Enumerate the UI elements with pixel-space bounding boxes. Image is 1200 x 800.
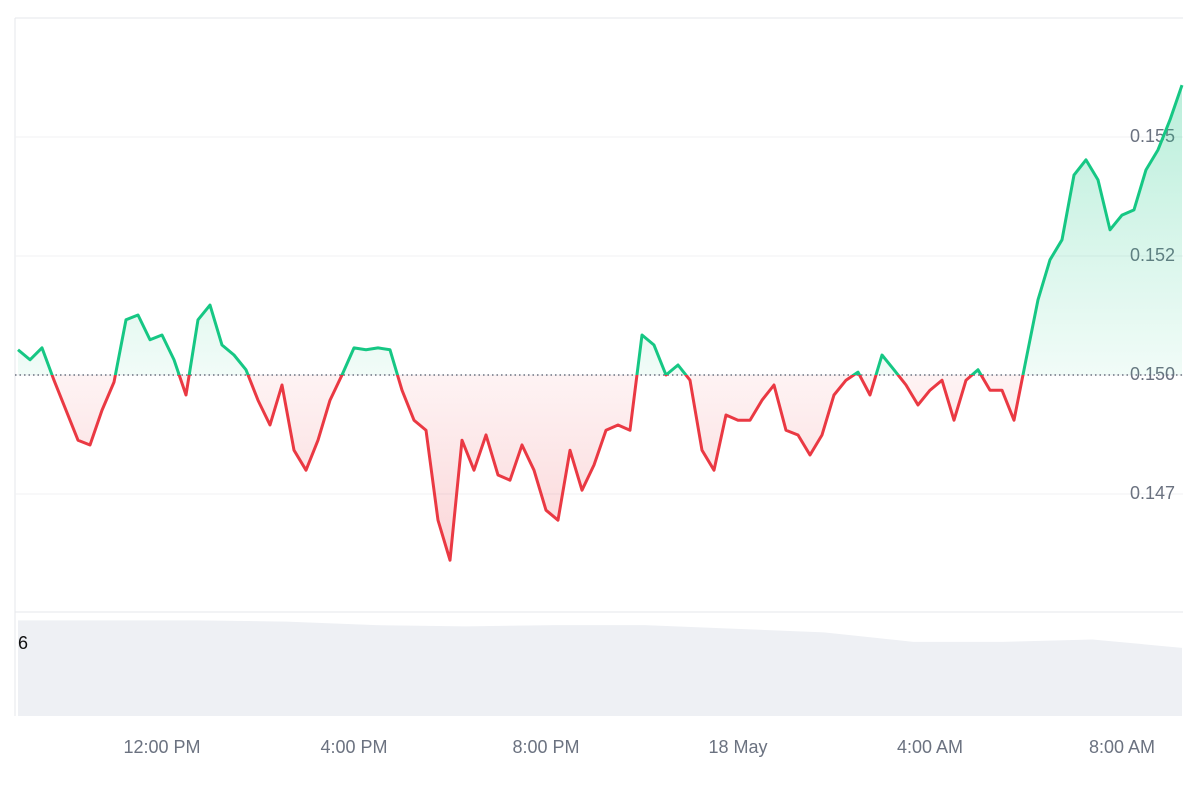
- x-tick-label: 18 May: [708, 737, 767, 757]
- x-tick-label: 4:00 AM: [897, 737, 963, 757]
- x-tick-label: 12:00 PM: [123, 737, 200, 757]
- area-fill: [18, 85, 1182, 561]
- y-tick-label: 0.147: [1130, 483, 1175, 503]
- x-tick-label: 8:00 PM: [512, 737, 579, 757]
- volume-area: [18, 620, 1182, 716]
- volume-tick-label: 6: [18, 633, 28, 653]
- x-tick-label: 8:00 AM: [1089, 737, 1155, 757]
- price-line: [17, 84, 1184, 562]
- x-tick-label: 4:00 PM: [320, 737, 387, 757]
